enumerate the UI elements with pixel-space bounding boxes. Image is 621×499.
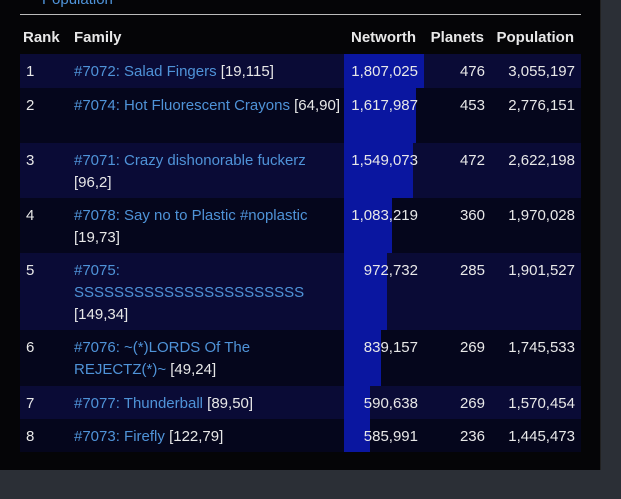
- population: 1,445,473: [508, 428, 575, 445]
- family-link[interactable]: #7073: Firefly: [74, 428, 165, 445]
- networth-bar: [344, 419, 370, 452]
- table-row: 1 #7072: Salad Fingers [19,115] 1,807,025 4…: [20, 54, 581, 88]
- rank: 6: [26, 339, 35, 356]
- family: #7073: Firefly [122,79]: [74, 426, 342, 448]
- population: 1,901,527: [508, 262, 575, 279]
- networth-bar: [344, 386, 371, 419]
- coords: [49,24]: [170, 361, 217, 378]
- rank: 1: [26, 63, 35, 80]
- family-link[interactable]: #7077: Thunderball: [74, 395, 203, 412]
- family-link[interactable]: #7076: ~(*)LORDS Of The REJECTZ(*)~: [74, 339, 251, 378]
- table-row: 7 #7077: Thunderball [89,50] 590,638 269 1,5…: [20, 386, 581, 419]
- family: #7075: SSSSSSSSSSSSSSSSSSSSSSS [149,34]: [74, 260, 342, 326]
- coords: [96,2]: [74, 174, 112, 191]
- coords: [122,79]: [169, 428, 224, 445]
- networth-bar: [344, 330, 382, 386]
- family-link[interactable]: #7075: SSSSSSSSSSSSSSSSSSSSSSS: [74, 262, 305, 301]
- column-header[interactable]: Planets: [430, 29, 484, 46]
- planets: 476: [459, 63, 485, 80]
- networth: 1,549,073: [351, 152, 418, 169]
- rank: 3: [26, 152, 35, 169]
- table-row: 3 #7071: Crazy dishonorable fuckerz [96,2…: [20, 143, 581, 198]
- family-link[interactable]: #7071: Crazy dishonorable fuckerz: [74, 152, 306, 169]
- legend-label[interactable]: Population: [42, 0, 113, 8]
- networth: 590,638: [363, 395, 418, 412]
- rank: 7: [26, 395, 35, 412]
- planets: 236: [459, 428, 485, 445]
- networth-bar: [344, 198, 392, 253]
- networth-bar: [344, 88, 416, 143]
- table-row: 8 #7073: Firefly [122,79] 585,991 236 1,445,…: [20, 419, 581, 452]
- population: 2,622,198: [508, 152, 575, 169]
- table-row: 5 #7075: SSSSSSSSSSSSSSSSSSSSSSS [149,34]…: [20, 253, 581, 330]
- networth: 1,617,987: [351, 97, 418, 114]
- population: 1,570,454: [508, 395, 575, 412]
- table-row: 6 #7076: ~(*)LORDS Of The REJECTZ(*)~ [49…: [20, 330, 581, 386]
- networth: 1,083,219: [351, 207, 418, 224]
- networth: 972,732: [363, 262, 418, 279]
- column-header[interactable]: Family: [74, 29, 122, 46]
- planets: 269: [459, 395, 485, 412]
- coords: [19,73]: [74, 229, 120, 246]
- family-link[interactable]: #7078: Say no to Plastic #noplastic: [74, 207, 308, 224]
- family-link[interactable]: #7072: Salad Fingers: [74, 63, 217, 80]
- coords: [89,50]: [207, 395, 254, 412]
- ranking-panel: Population Rank Family Networth Planets Popu…: [0, 0, 601, 470]
- planets: 285: [459, 262, 485, 279]
- divider: [20, 14, 581, 15]
- table-row: 2 #7074: Hot Fluorescent Crayons [64,90] 1…: [20, 88, 581, 143]
- coords: [64,90]: [294, 97, 340, 114]
- networth: 585,991: [363, 428, 418, 445]
- coords: [19,115]: [220, 63, 274, 80]
- networth: 1,807,025: [351, 63, 418, 80]
- population: 1,745,533: [508, 339, 575, 356]
- planets: 472: [459, 152, 485, 169]
- column-header[interactable]: Networth: [351, 29, 416, 46]
- coords: [149,34]: [74, 306, 129, 323]
- family: #7076: ~(*)LORDS Of The REJECTZ(*)~ [49,…: [74, 337, 342, 381]
- planets: 360: [459, 207, 485, 224]
- rank: 5: [26, 262, 35, 279]
- networth-bar: [344, 253, 388, 330]
- column-header[interactable]: Population: [496, 29, 575, 46]
- column-header[interactable]: Rank: [23, 29, 60, 46]
- family: #7072: Salad Fingers [19,115]: [74, 61, 342, 83]
- rank: 2: [26, 97, 35, 114]
- population: 3,055,197: [508, 63, 575, 80]
- planets: 453: [459, 97, 485, 114]
- family: #7074: Hot Fluorescent Crayons [64,90]: [74, 95, 342, 117]
- population: 1,970,028: [508, 207, 575, 224]
- rank: 4: [26, 207, 35, 224]
- family: #7077: Thunderball [89,50]: [74, 393, 342, 415]
- family-link[interactable]: #7074: Hot Fluorescent Crayons: [74, 97, 290, 114]
- population: 2,776,151: [508, 97, 575, 114]
- planets: 269: [459, 339, 485, 356]
- networth-bar: [344, 143, 413, 198]
- networth-bar: [344, 54, 424, 88]
- family: #7071: Crazy dishonorable fuckerz [96,2]: [74, 150, 342, 194]
- rank: 8: [26, 428, 35, 445]
- networth: 839,157: [363, 339, 418, 356]
- family: #7078: Say no to Plastic #noplastic [19,…: [74, 205, 342, 249]
- table-row: 4 #7078: Say no to Plastic #noplastic [19…: [20, 198, 581, 253]
